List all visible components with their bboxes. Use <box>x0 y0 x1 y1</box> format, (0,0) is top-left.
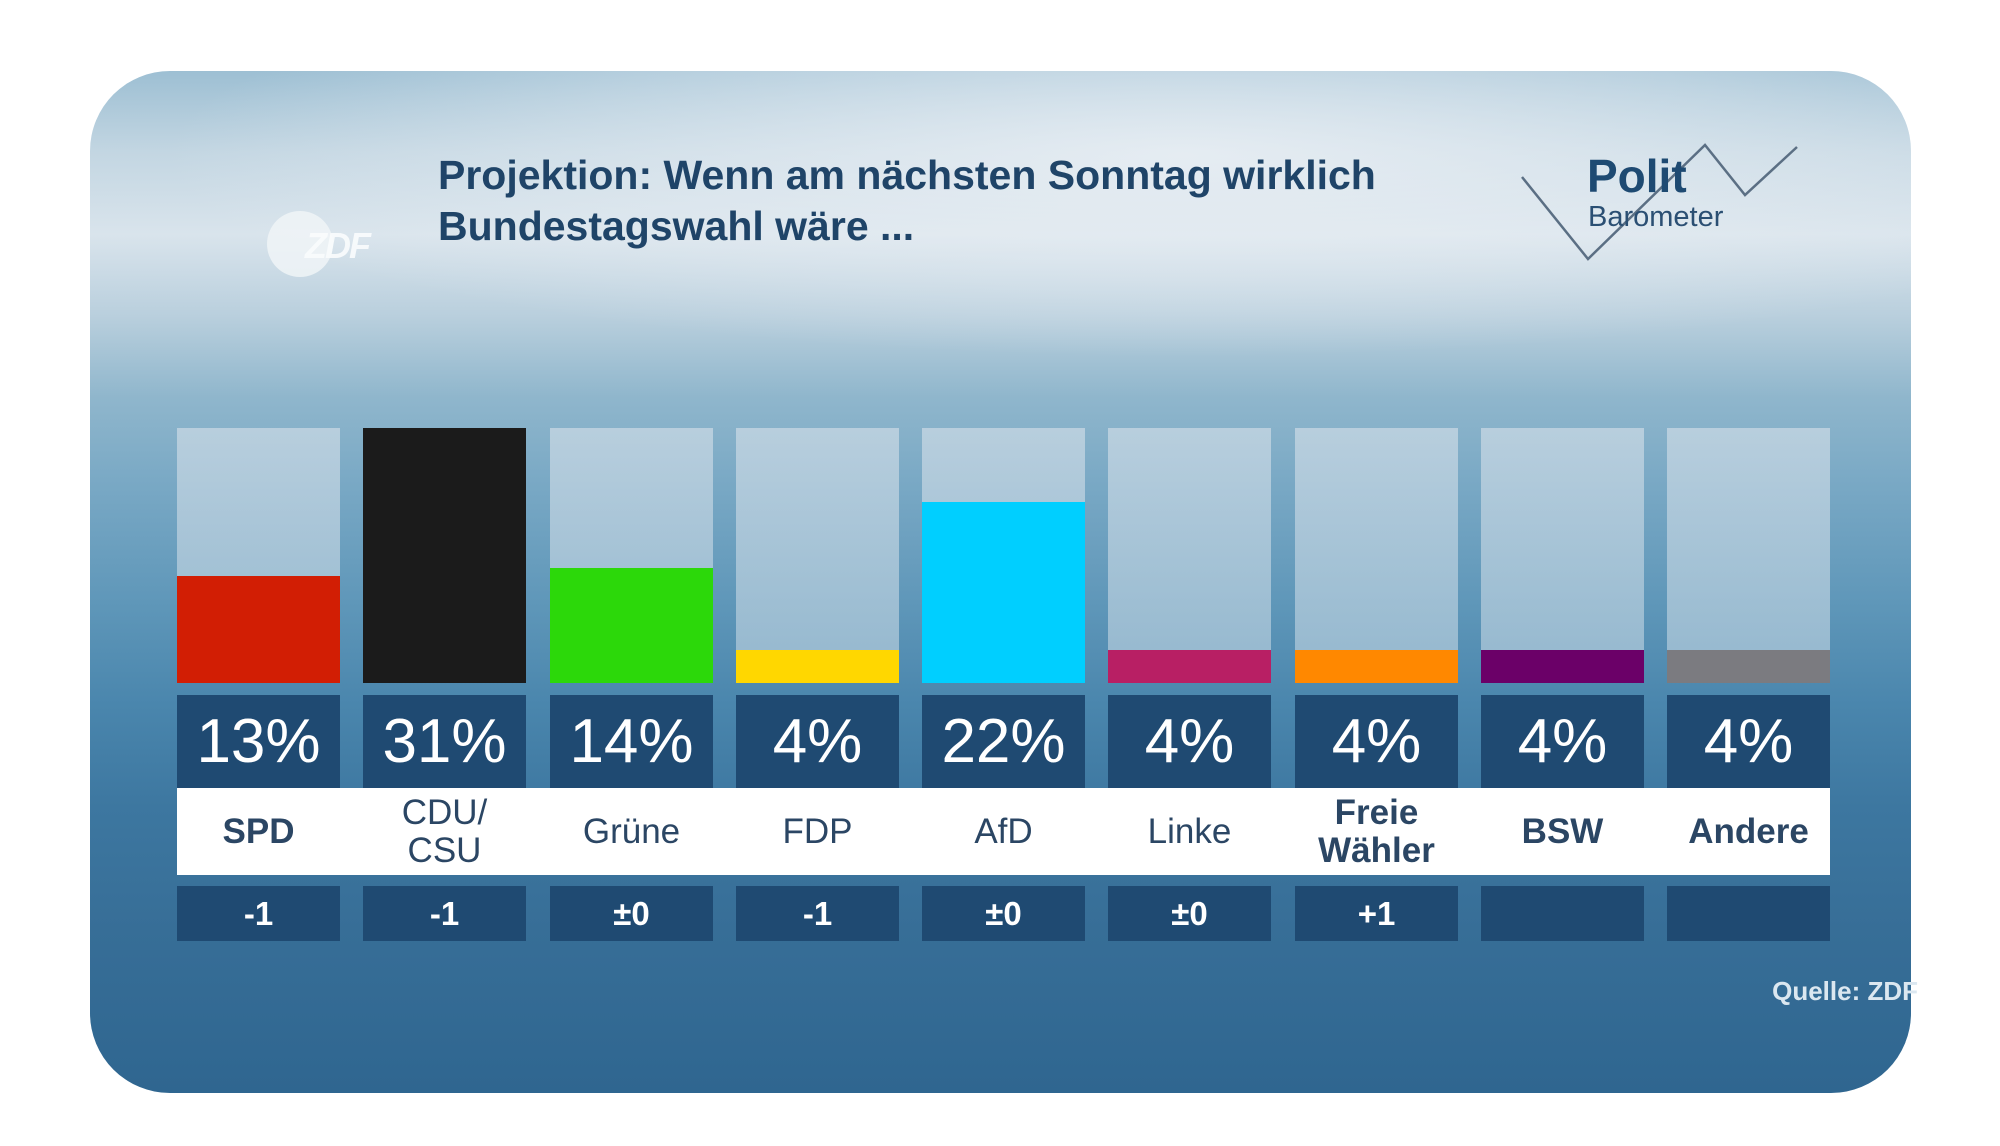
change-label-andere <box>1667 886 1830 941</box>
change-label-afd: ±0 <box>922 886 1085 941</box>
party-label-text: CDU/ CSU <box>401 792 488 870</box>
bar-afd <box>922 502 1085 683</box>
change-label-fdp: -1 <box>736 886 899 941</box>
change-label-spd: -1 <box>177 886 340 941</box>
bar-track-spd <box>177 428 340 683</box>
party-label-grne: Grüne <box>550 788 713 875</box>
party-label-spd: SPD <box>177 788 340 875</box>
bar-andere <box>1667 650 1830 683</box>
value-label-grne: 14% <box>550 695 713 788</box>
bar-track-grne <box>550 428 713 683</box>
politbarometer-zigzag <box>1521 143 1798 261</box>
party-label-cducsu: CDU/ CSU <box>363 788 526 875</box>
chart-title-line2: Bundestagswahl wäre ... <box>438 203 915 249</box>
bar-freiewhler <box>1295 650 1458 683</box>
brand-polit: Polit <box>1587 150 1687 202</box>
change-label-freiewhler: +1 <box>1295 886 1458 941</box>
politbarometer-line-icon <box>1521 143 1798 261</box>
value-label-cducsu: 31% <box>363 695 526 788</box>
zdf-logo: ZDF <box>267 211 387 281</box>
bar-spd <box>177 576 340 683</box>
party-label-bsw: BSW <box>1481 788 1644 875</box>
bar-track-cducsu <box>363 428 526 683</box>
zdf-logo-circle-icon <box>267 211 333 277</box>
party-label-text: SPD <box>222 811 295 851</box>
value-label-bsw: 4% <box>1481 695 1644 788</box>
bar-linke <box>1108 650 1271 683</box>
bar-track-andere <box>1667 428 1830 683</box>
bar-grne <box>550 568 713 683</box>
party-label-text: Grüne <box>582 811 681 851</box>
change-label-linke: ±0 <box>1108 886 1271 941</box>
value-label-freiewhler: 4% <box>1295 695 1458 788</box>
bar-track-bsw <box>1481 428 1644 683</box>
value-label-spd: 13% <box>177 695 340 788</box>
change-label-bsw <box>1481 886 1644 941</box>
bar-track-linke <box>1108 428 1271 683</box>
bar-track-afd <box>922 428 1085 683</box>
bar-track-freiewhler <box>1295 428 1458 683</box>
value-label-linke: 4% <box>1108 695 1271 788</box>
party-label-andere: Andere <box>1667 788 1830 875</box>
brand-barometer: Barometer <box>1588 201 1724 233</box>
bar-fdp <box>736 650 899 683</box>
value-label-fdp: 4% <box>736 695 899 788</box>
party-label-text: FDP <box>782 811 853 851</box>
zdf-logo-text: ZDF <box>305 225 371 266</box>
chart-title-line1: Projektion: Wenn am nächsten Sonntag wir… <box>438 152 1376 198</box>
bar-cducsu <box>363 428 526 683</box>
party-label-text: Linke <box>1147 811 1232 851</box>
party-label-afd: AfD <box>922 788 1085 875</box>
change-label-grne: ±0 <box>550 886 713 941</box>
party-label-freiewhler: Freie Wähler <box>1295 788 1458 875</box>
bar-track-fdp <box>736 428 899 683</box>
party-label-text: AfD <box>974 811 1033 851</box>
party-label-fdp: FDP <box>736 788 899 875</box>
source-label: Quelle: ZDF <box>1772 976 1918 1006</box>
party-label-text: Andere <box>1688 811 1809 851</box>
party-label-text: BSW <box>1521 811 1604 851</box>
change-label-cducsu: -1 <box>363 886 526 941</box>
party-label-band <box>177 788 1830 875</box>
party-label-text: Freie Wähler <box>1318 792 1435 870</box>
bar-bsw <box>1481 650 1644 683</box>
party-label-linke: Linke <box>1108 788 1271 875</box>
chart-title: Projektion: Wenn am nächsten Sonntag wir… <box>438 150 1438 252</box>
value-label-andere: 4% <box>1667 695 1830 788</box>
value-label-afd: 22% <box>922 695 1085 788</box>
